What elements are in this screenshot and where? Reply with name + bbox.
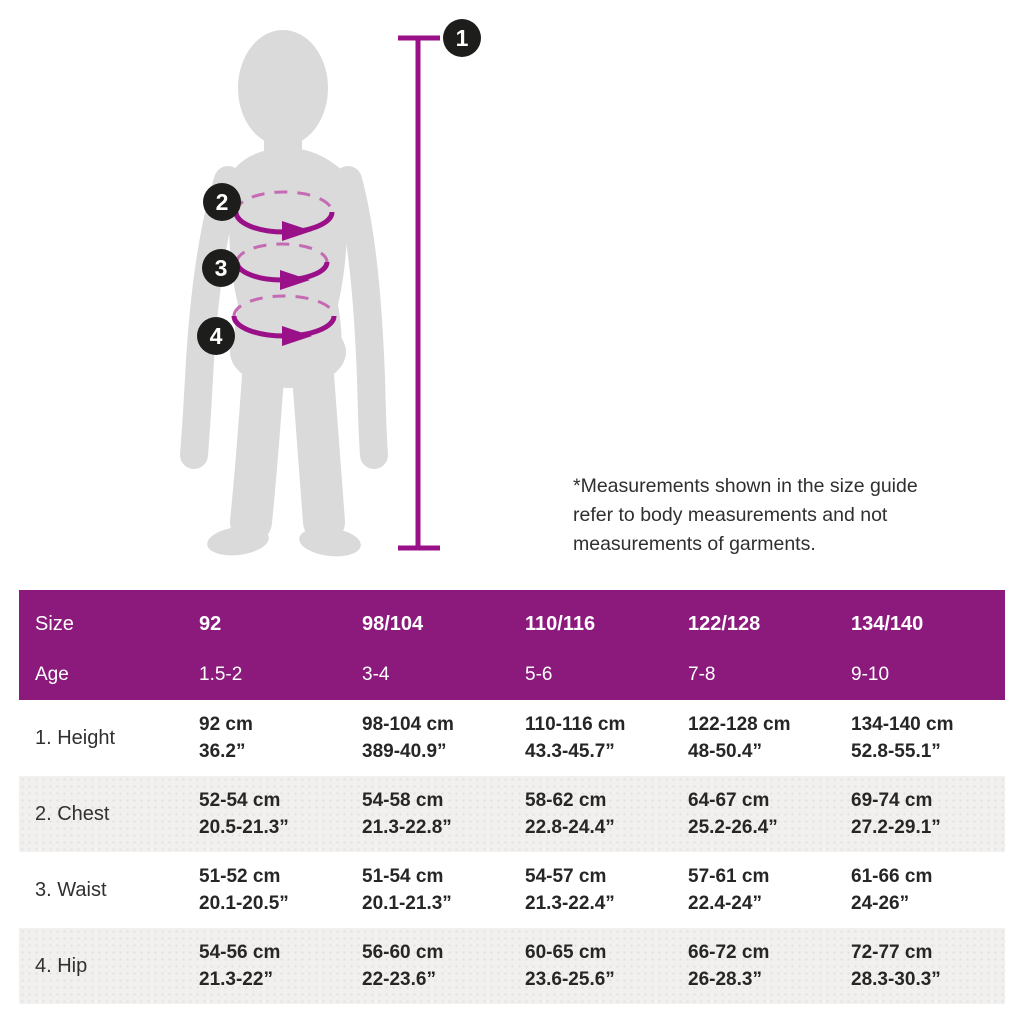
chest-cell-5: 69-74 cm 27.2-29.1” (851, 790, 941, 838)
height-measure-line (398, 35, 440, 551)
age-row-label: Age (35, 664, 69, 685)
hip-cell-5: 72-77 cm 28.3-30.3” (851, 942, 941, 990)
height-cell-5: 134-140 cm 52.8-55.1” (851, 714, 954, 762)
hip-measure-ellipse (231, 294, 337, 346)
table-row-waist: 3. Waist 51-52 cm 20.1-20.5” 51-54 cm 20.1… (19, 852, 1005, 928)
row-label: 2. Chest (35, 802, 110, 825)
age-col-3: 5-6 (525, 664, 553, 685)
table-row-hip: 4. Hip 54-56 cm 21.3-22” 56-60 cm 22-23.6”… (19, 928, 1005, 1004)
size-header-row: Size 92 98/104 110/116 122/128 134/140 (19, 603, 1005, 645)
height-cell-2: 98-104 cm 389-40.9” (362, 714, 454, 762)
chest-cell-4: 64-67 cm 25.2-26.4” (688, 790, 778, 838)
size-row-label: Size (35, 612, 74, 635)
child-silhouette-diagram (180, 30, 440, 557)
size-col-4: 122/128 (688, 612, 761, 635)
marker-2-chest: 2 (203, 183, 241, 221)
measurement-note: *Measurements shown in the size guide re… (573, 475, 918, 555)
waist-cell-5: 61-66 cm 24-26” (851, 866, 933, 914)
marker-1-height: 1 (443, 19, 481, 57)
age-col-5: 9-10 (851, 664, 890, 685)
chest-cell-2: 54-58 cm 21.3-22.8” (362, 790, 452, 838)
age-col-2: 3-4 (362, 664, 390, 685)
size-col-1: 92 (199, 612, 222, 635)
hip-cell-1: 54-56 cm 21.3-22” (199, 942, 281, 990)
waist-cell-1: 51-52 cm 20.1-20.5” (199, 866, 289, 914)
measurement-figure: 1 2 3 4 *Measurements shown in the size … (180, 19, 918, 557)
marker-3-waist: 3 (202, 249, 240, 287)
size-col-3: 110/116 (525, 612, 596, 635)
chest-cell-3: 58-62 cm 22.8-24.4” (525, 790, 615, 838)
size-col-5: 134/140 (851, 612, 924, 635)
table-row-chest: 2. Chest 52-54 cm 20.5-21.3” 54-58 cm 21.3… (19, 776, 1005, 852)
hip-cell-3: 60-65 cm 23.6-25.6” (525, 942, 615, 990)
height-cell-1: 92 cm 36.2” (199, 714, 253, 762)
table-row-height: 1. Height 92 cm 36.2” 98-104 cm 389-40.9” … (19, 700, 1005, 776)
chest-cell-1: 52-54 cm 20.5-21.3” (199, 790, 289, 838)
size-col-2: 98/104 (362, 612, 424, 635)
waist-cell-4: 57-61 cm 22.4-24” (688, 866, 770, 914)
row-label: 4. Hip (35, 954, 88, 977)
age-col-4: 7-8 (688, 664, 716, 685)
waist-cell-2: 51-54 cm 20.1-21.3” (362, 866, 452, 914)
marker-4-hip: 4 (197, 317, 235, 355)
hip-cell-2: 56-60 cm 22-23.6” (362, 942, 444, 990)
hip-cell-4: 66-72 cm 26-28.3” (688, 942, 770, 990)
size-table-header: Size 92 98/104 110/116 122/128 134/140 A… (19, 590, 1005, 700)
waist-measure-ellipse (234, 242, 330, 290)
waist-cell-3: 54-57 cm 21.3-22.4” (525, 866, 615, 914)
age-col-1: 1.5-2 (199, 664, 243, 685)
row-label: 3. Waist (35, 878, 107, 901)
height-cell-4: 122-128 cm 48-50.4” (688, 714, 791, 762)
row-label: 1. Height (35, 726, 116, 749)
height-cell-3: 110-116 cm 43.3-45.7” (525, 714, 626, 762)
size-table: Size 92 98/104 110/116 122/128 134/140 A… (19, 590, 1005, 1004)
age-header-row: Age 1.5-2 3-4 5-6 7-8 9-10 (19, 654, 1005, 696)
